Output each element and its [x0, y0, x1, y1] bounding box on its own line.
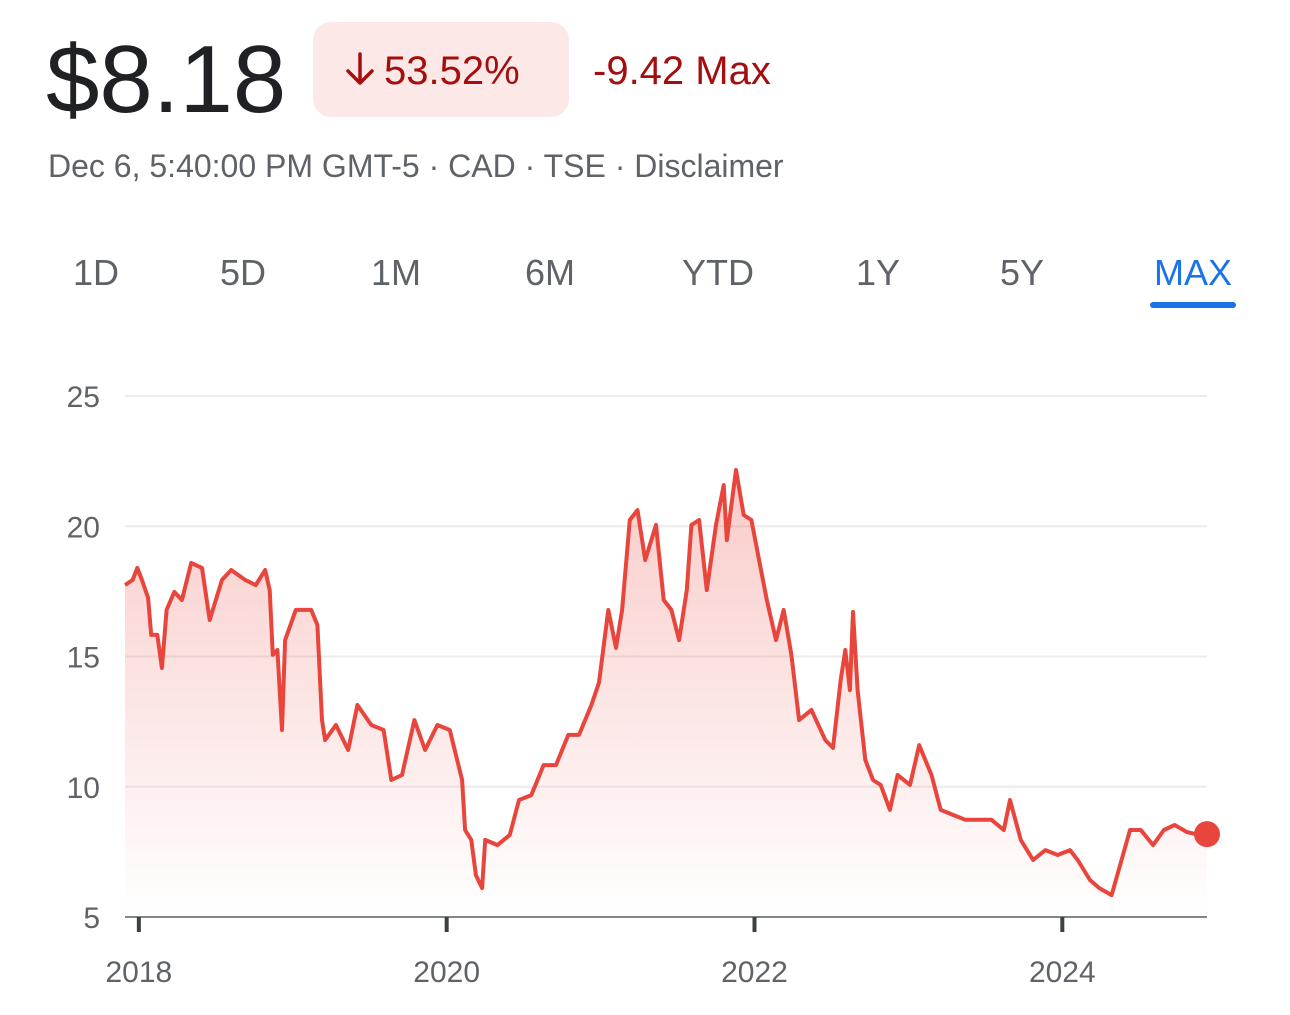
tab[interactable]: 1Y — [856, 252, 900, 293]
y-tick-label: 15 — [67, 642, 100, 675]
change: -9.42 Max — [593, 49, 771, 93]
chart: 5 10 15 20 25 2018 2020 2022 2024 — [67, 381, 1220, 989]
tab[interactable]: 1D — [73, 252, 119, 293]
x-tick-label: 2022 — [721, 956, 788, 989]
tabs: 1D 5D 1M 6M YTD 1Y 5Y MAX — [73, 252, 1236, 308]
y-tick-label: 10 — [67, 772, 100, 805]
tab[interactable]: 5D — [220, 252, 266, 293]
x-tick-label: 2024 — [1029, 956, 1096, 989]
area — [125, 470, 1207, 917]
tab[interactable]: YTD — [682, 252, 754, 293]
tab[interactable]: 5Y — [1000, 252, 1044, 293]
price: $8.18 — [46, 26, 286, 133]
change-badge — [313, 22, 569, 117]
tab[interactable]: 1M — [371, 252, 421, 293]
tab-underline — [1150, 302, 1236, 308]
x-tick-label: 2018 — [105, 956, 172, 989]
y-tick-label: 25 — [67, 381, 100, 414]
tab[interactable]: 6M — [525, 252, 575, 293]
price-line — [123, 468, 1208, 898]
end-dot — [1194, 821, 1220, 848]
down-arrow — [346, 52, 374, 85]
change-percent: 53.52% — [384, 49, 520, 93]
y-tick-label: 20 — [67, 511, 100, 544]
x-tick-label: 2020 — [413, 956, 480, 989]
y-tick-label: 5 — [83, 902, 100, 935]
tab[interactable]: MAX — [1154, 252, 1232, 293]
info: Dec 6, 5:40:00 PM GMT-5 · CAD · TSE · Di… — [48, 148, 784, 184]
